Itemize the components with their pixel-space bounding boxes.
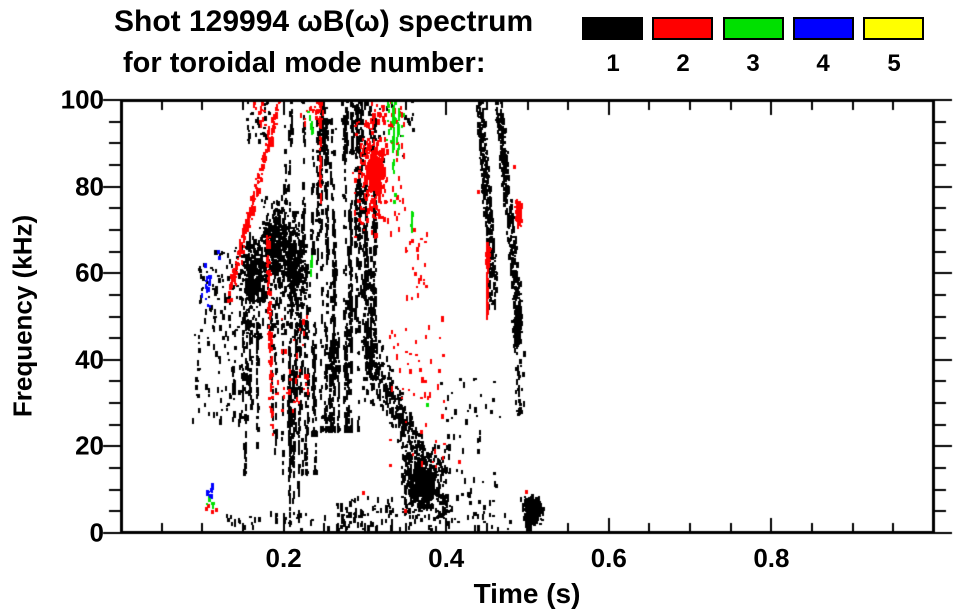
x-tick-label: 0.2 <box>265 543 302 573</box>
x-tick-label: 0.4 <box>428 543 465 573</box>
x-tick-label: 0.8 <box>753 543 790 573</box>
y-tick-label: 20 <box>75 430 104 461</box>
y-tick-label: 80 <box>75 171 104 202</box>
y-tick-label: 60 <box>75 257 104 288</box>
legend-label-5: 5 <box>887 50 901 77</box>
y-tick-label: 100 <box>60 84 104 115</box>
legend-swatch-4 <box>793 17 854 40</box>
legend-label-1: 1 <box>606 50 620 77</box>
legend-label-2: 2 <box>676 50 690 77</box>
y-axis-title: Frequency (kHz) <box>7 214 38 418</box>
chart-title: Shot 129994 ωB(ω) spectrum <box>114 5 534 38</box>
legend-swatch-1 <box>582 17 643 40</box>
y-tick-label: 40 <box>75 344 104 375</box>
chart-subtitle: for toroidal mode number: <box>123 47 486 79</box>
x-axis-title: Time (s) <box>473 578 581 609</box>
legend-label-4: 4 <box>816 50 830 77</box>
y-tick-label: 0 <box>89 517 104 548</box>
legend-swatch-3 <box>723 17 784 40</box>
legend-swatch-5 <box>863 17 924 40</box>
legend-label-3: 3 <box>746 50 760 77</box>
legend-swatch-2 <box>652 17 713 40</box>
x-tick-label: 0.6 <box>590 543 627 573</box>
